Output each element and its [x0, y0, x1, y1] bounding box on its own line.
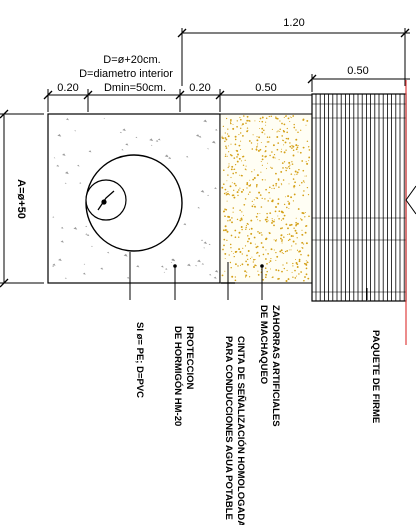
label-tape-line1: CINTA DE SEÑALIZACIÓN HOMOLOGADA: [235, 336, 247, 525]
dim-height: A=ø+50: [15, 179, 27, 219]
dim-middle-margin: 0.20: [189, 82, 210, 94]
label-protection-line2: DE HORMIGÓN HM-20: [172, 326, 184, 426]
pavement-block: [311, 93, 407, 302]
leader-lines: [129, 252, 368, 300]
pipe-axis-mark: [97, 190, 115, 211]
leader-dots: [173, 264, 264, 268]
label-pavement: PAQUETE DE FIRME: [370, 330, 381, 423]
pipe-note-line3: Dmin=50cm.: [104, 82, 166, 94]
pavement-hatch-pattern: [312, 94, 406, 301]
gravel-fill: [219, 113, 313, 284]
label-protection-line1: PROTECCION: [184, 326, 195, 389]
concrete-aggregate-pattern: [52, 118, 219, 279]
dimension-ticks: [0, 28, 410, 288]
label-pipe-material: SI ø= PE; D=PVC: [134, 322, 145, 398]
axis-marker-icon: [405, 185, 416, 215]
gravel-dot-pattern: [221, 115, 311, 282]
pipe-note-line2: D=diametro interior: [79, 68, 173, 80]
pipe-note-line1: D=ø+20cm.: [103, 54, 160, 66]
label-fill-line2: DE MACHAQUEO: [258, 305, 269, 384]
label-tape-line2: PARA CONDUCCIONES AGUA POTABLE: [223, 336, 234, 520]
dimension-lines: [0, 28, 410, 284]
dim-total-width: 1.20: [283, 17, 304, 29]
dim-right-block: 0.50: [347, 65, 368, 77]
dim-left-margin: 0.20: [57, 82, 78, 94]
dim-fill-width: 0.50: [255, 82, 276, 94]
pipe-inner-circle: [85, 179, 127, 221]
label-fill-line1: ZAHORRAS ARTIFICIALES: [270, 305, 281, 427]
